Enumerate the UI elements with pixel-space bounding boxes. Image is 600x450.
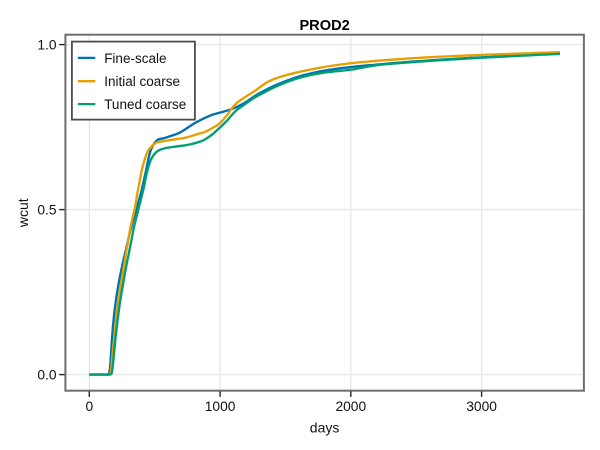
svg-text:wcut: wcut	[15, 198, 31, 228]
svg-text:2000: 2000	[335, 399, 366, 414]
svg-text:3000: 3000	[466, 399, 497, 414]
svg-text:days: days	[310, 419, 340, 435]
svg-text:PROD2: PROD2	[299, 18, 349, 34]
svg-text:Tuned coarse: Tuned coarse	[104, 97, 186, 112]
svg-text:1.0: 1.0	[37, 38, 57, 53]
svg-text:0: 0	[85, 399, 93, 414]
svg-text:0.0: 0.0	[37, 368, 57, 383]
svg-text:Fine-scale: Fine-scale	[104, 51, 166, 66]
svg-text:Initial coarse: Initial coarse	[104, 74, 180, 89]
svg-text:0.5: 0.5	[37, 203, 57, 218]
svg-text:1000: 1000	[205, 399, 236, 414]
